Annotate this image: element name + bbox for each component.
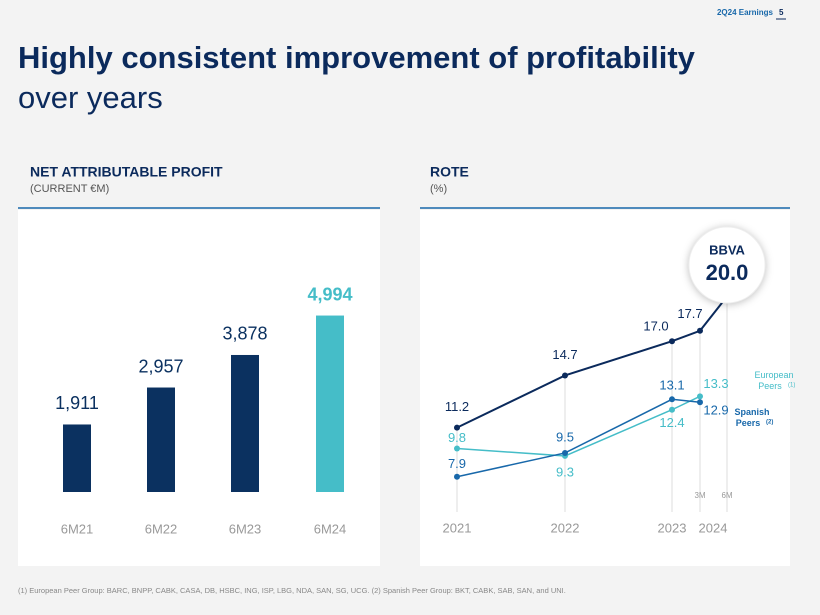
point [454,445,460,452]
panel-subtitle: (CURRENT €M) [30,183,109,195]
point [562,449,568,456]
callout [688,226,766,304]
line [456,395,701,457]
value-label: 9.5 [556,429,574,444]
bar [147,387,175,492]
deck-label: 2Q24 Earnings [717,8,774,17]
value-label: 13.3 [703,376,728,391]
point [669,406,675,413]
bar [316,315,344,492]
subtitle: over years [18,80,163,115]
bar [231,354,259,492]
legend-label: European Peers [754,370,793,391]
x-tick-label: 2021 [443,520,472,535]
point [669,338,675,345]
point [562,372,568,379]
value-label: 9.3 [556,464,574,479]
panel-title: NET ATTRIBUTABLE PROFIT [30,164,223,180]
value-label: 14.7 [552,347,577,362]
value-label: 11.2 [445,399,469,414]
value-label: 9.8 [448,430,466,445]
title: Highly consistent improvement of profita… [18,40,696,75]
point [454,424,460,431]
value-label: 7.9 [448,456,466,471]
x-tick-label: 2022 [551,520,580,535]
callout-name: BBVA [709,242,745,257]
x-tick-label: 6M21 [61,521,94,536]
x-group-label: 2024 [699,520,728,535]
page-number: 5 [779,8,784,17]
panel-subtitle: (%) [430,183,447,195]
x-tick-label: 6M23 [229,521,262,536]
value-label: 17.7 [677,306,702,321]
point [697,393,703,400]
point [454,473,460,480]
panel-title: ROTE [430,164,469,180]
point [669,396,675,403]
value-label: 20.0 [706,260,749,285]
line [456,398,701,478]
value-label: 12.9 [703,403,728,418]
x-tick-label: 2023 [658,520,687,535]
value-label: 4,994 [307,284,352,304]
value-label: 2,957 [138,356,183,376]
value-label: 17.0 [643,319,668,334]
footnote: (1) European Peer Group: BARC, BNPP, CAB… [18,586,566,595]
legend-label: Spanish Peers [734,407,769,428]
x-tick-label: 6M24 [314,521,347,536]
point [697,399,703,406]
x-sub-label: 3M [694,491,705,500]
value-label: 13.1 [659,378,684,393]
x-sub-label: 6M [721,491,732,500]
legend-note: (2) [766,420,773,426]
value-label: 3,878 [222,324,267,344]
value-label: 12.4 [659,415,684,430]
value-label: 1,911 [55,393,99,413]
point [697,327,703,334]
legend-note: (1) [788,383,795,389]
bar [63,424,91,492]
x-tick-label: 6M22 [145,521,178,536]
